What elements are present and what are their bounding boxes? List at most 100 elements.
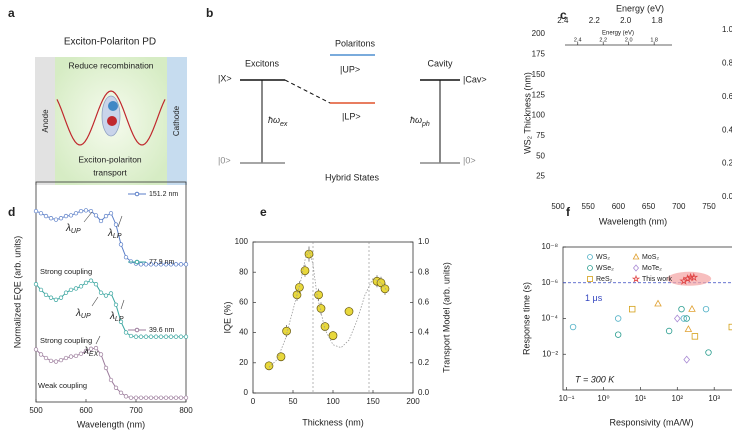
annotation: λUP — [65, 223, 81, 235]
y-tick-label: 0.8 — [418, 267, 430, 276]
data-point — [143, 334, 149, 339]
legend-label: ReS₂ — [596, 276, 613, 283]
model-line — [268, 248, 390, 368]
annotation-text: Strong coupling — [40, 336, 92, 345]
y-tick-label: 150 — [532, 70, 546, 79]
data-point — [128, 259, 134, 264]
data-point — [58, 357, 64, 363]
data-point — [328, 331, 338, 340]
data-point — [48, 216, 54, 221]
axis-title: WS₂ Thickness (nm) — [522, 72, 532, 154]
data-point — [73, 353, 79, 359]
energy-subscript: ex — [280, 121, 288, 128]
data-point — [168, 395, 174, 400]
data-point — [58, 295, 64, 300]
data-point — [63, 213, 69, 219]
x-tick-label: 650 — [642, 202, 656, 211]
data-point — [163, 334, 169, 339]
annotation-subscript: UP — [81, 313, 91, 320]
data-point — [133, 395, 139, 400]
data-point — [138, 262, 144, 267]
x-tick-label: 50 — [289, 397, 298, 406]
data-point — [314, 290, 323, 300]
data-point — [320, 322, 330, 331]
energy-label: ħωph — [410, 115, 430, 127]
data-point — [73, 286, 79, 291]
annotation-text: λ — [109, 311, 115, 322]
pointer — [117, 215, 123, 228]
heading: Cavity — [427, 58, 453, 68]
state-label: |UP> — [340, 64, 360, 74]
data-point — [33, 347, 39, 352]
y-tick-label: 0.6 — [722, 92, 732, 101]
data-point — [569, 323, 577, 331]
data-point — [113, 302, 119, 307]
data-point — [173, 262, 179, 267]
pointer — [95, 335, 101, 345]
y-tick-label: 20 — [239, 358, 248, 367]
data-point — [88, 278, 94, 283]
data-point — [123, 330, 129, 335]
axis-title: Wavelength (nm) — [77, 419, 145, 429]
data-point — [264, 361, 274, 371]
x-tick-label: 2.2 — [599, 37, 607, 43]
data-point — [108, 291, 114, 296]
data-point — [118, 390, 124, 395]
x-tick-label: 500 — [29, 406, 43, 415]
data-point — [143, 395, 149, 400]
legend-label: MoTe₂ — [642, 265, 662, 272]
axis-title: Wavelength (nm) — [599, 216, 667, 226]
annotation: Strong coupling — [40, 336, 92, 345]
data-point — [63, 290, 69, 295]
axis-title: IQE (%) — [222, 301, 232, 333]
x-tick-label: 10⁻¹ — [559, 394, 575, 403]
data-point — [33, 282, 39, 287]
y-tick-label: 60 — [239, 298, 248, 307]
data-point — [48, 295, 54, 300]
data-point — [118, 319, 124, 324]
y-tick-label: 10⁻⁴ — [541, 314, 558, 323]
data-point — [614, 315, 622, 322]
data-point — [78, 208, 84, 214]
data-point — [178, 262, 184, 267]
data-point — [148, 262, 154, 267]
data-point — [673, 314, 681, 323]
annotation-text: λ — [75, 308, 81, 319]
y-tick-label: 0.0 — [418, 388, 430, 397]
y-tick-label: 0.0 — [722, 192, 732, 201]
data-point — [173, 334, 179, 339]
x-tick-label: 600 — [612, 202, 626, 211]
legend-marker — [587, 276, 593, 282]
y-tick-label: 125 — [532, 90, 546, 99]
electron — [108, 101, 118, 111]
axis-title: Responsivity (mA/W) — [609, 417, 693, 427]
data-point — [344, 307, 354, 316]
annotation-text: λ — [65, 223, 71, 234]
state-label: |0> — [463, 155, 476, 165]
y-tick-label: 75 — [536, 131, 545, 140]
axis-title: Normalized EQE (arb. units) — [12, 236, 22, 349]
x-tick-label: 1.8 — [651, 16, 663, 25]
annotation-text: λ — [107, 228, 113, 239]
pointer — [83, 211, 93, 223]
y-tick-label: 0.6 — [418, 298, 430, 307]
legend-label: 77.9 nm — [149, 259, 174, 266]
panel-label: c — [560, 8, 567, 22]
data-point — [73, 211, 79, 216]
plot-frame — [35, 181, 187, 403]
legend-label: This work — [642, 276, 672, 283]
data-point — [614, 331, 622, 338]
diagram-title: Exciton-Polariton PD — [64, 37, 156, 48]
annotation: T = 300 K — [575, 374, 615, 384]
data-point — [300, 266, 310, 276]
anode-electrode — [35, 57, 55, 185]
x-tick-label: 10¹ — [635, 394, 647, 403]
data-point — [38, 211, 44, 216]
data-point — [53, 359, 59, 364]
x-tick-label: 150 — [366, 397, 380, 406]
wave-group — [56, 90, 166, 146]
data-point — [683, 274, 693, 283]
legend-label: MoS₂ — [642, 254, 659, 261]
data-point — [168, 262, 174, 267]
data-point — [63, 355, 69, 361]
